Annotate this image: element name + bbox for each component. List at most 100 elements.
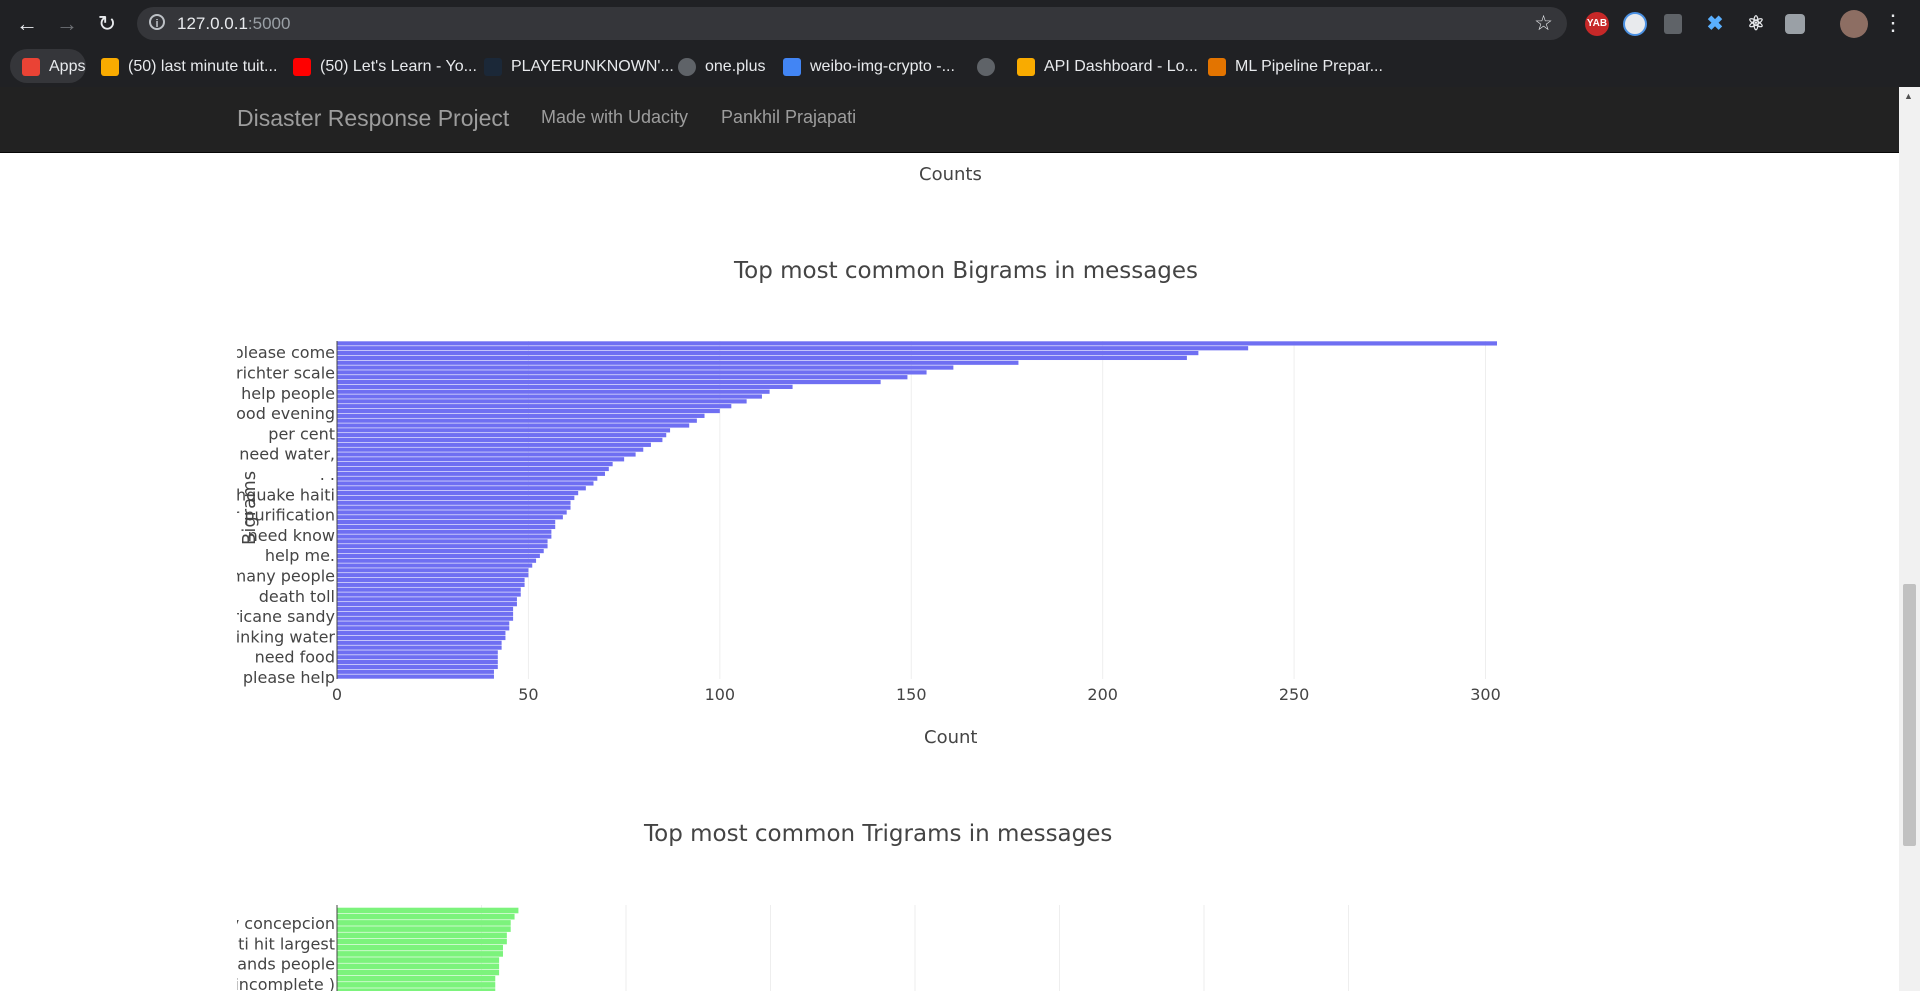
bigram-bar (337, 592, 521, 597)
profile-avatar[interactable] (1840, 10, 1868, 38)
bookmark-favicon-icon (293, 58, 311, 76)
left-clip-mask (0, 900, 237, 991)
bigram-xtick-label: 100 (705, 685, 736, 704)
bigram-bar (337, 355, 1187, 361)
bigram-bar (337, 505, 571, 510)
bigram-bar (337, 433, 667, 438)
bigram-bar (337, 659, 498, 665)
page-scrollbar[interactable]: ▲ (1899, 87, 1920, 991)
reload-icon[interactable]: ↻ (97, 11, 117, 36)
bigram-bar (337, 384, 793, 389)
bigram-bar (337, 539, 548, 544)
bigram-category-label: death toll (259, 587, 335, 606)
bigram-bar (337, 655, 498, 660)
scroll-thumb[interactable] (1903, 584, 1916, 846)
trigram-bar (337, 982, 496, 988)
bigram-bar (337, 370, 927, 375)
bookmark-favicon-icon (977, 58, 995, 76)
bookmark-item[interactable]: weibo-img-crypto -... (783, 53, 955, 81)
bigram-bar (337, 500, 571, 505)
bigram-bar (337, 626, 510, 631)
bookmark-star-icon[interactable]: ☆ (1534, 12, 1553, 35)
gray-extension-icon[interactable] (1785, 14, 1805, 34)
site-navbar: Disaster Response Project Made with Udac… (0, 87, 1899, 153)
bigram-bar (337, 558, 537, 563)
bigram-bar (337, 365, 954, 370)
bigram-category-label: please help (243, 668, 335, 687)
chrome-menu-icon[interactable]: ⋮ (1882, 10, 1904, 35)
bigram-bar (337, 621, 510, 626)
forward-icon[interactable]: → (56, 11, 78, 36)
bookmark-label: one.plus (705, 58, 766, 75)
bookmark-label: API Dashboard - Lo... (1044, 58, 1198, 75)
bigram-bar (337, 548, 544, 554)
bigram-bar (337, 490, 579, 496)
bigram-bar (337, 510, 567, 515)
trigram-bar (337, 913, 515, 920)
bigram-bar (337, 350, 1199, 356)
bigram-bar (337, 631, 506, 636)
yab-extension-icon[interactable]: YAB (1585, 12, 1609, 36)
bigram-bar (337, 418, 697, 423)
bookmark-item[interactable]: one.plus (678, 53, 766, 81)
bigram-bar (337, 476, 598, 481)
bookmark-item[interactable]: PLAYERUNKNOWN'... (484, 53, 674, 81)
bookmark-item[interactable]: API Dashboard - Lo... (1017, 53, 1198, 81)
circle-extension-icon[interactable] (1623, 12, 1647, 36)
scroll-up-icon[interactable]: ▲ (1904, 91, 1913, 101)
bigram-bar (337, 544, 548, 549)
bigram-bar (337, 606, 514, 612)
trigram-bar (337, 932, 507, 939)
bigram-xtick-label: 200 (1087, 685, 1118, 704)
bookmarks-bar: Apps (50) last minute tuit... (50) Let's L… (0, 47, 1920, 87)
bigram-bar (337, 611, 514, 616)
trigram-bar (337, 975, 496, 982)
left-clip-mask (0, 330, 237, 700)
bigram-bar (337, 389, 770, 394)
bigram-bar (337, 408, 720, 414)
bigram-bar (337, 640, 502, 645)
bigram-bar (337, 534, 552, 539)
bigram-bar (337, 674, 494, 679)
bookmark-item[interactable]: ML Pipeline Prepar... (1208, 53, 1383, 81)
bookmark-item[interactable]: (50) last minute tuit... (101, 53, 277, 81)
bookmark-favicon-icon (484, 58, 502, 76)
bigram-bar (337, 529, 552, 534)
bigram-bar (337, 519, 556, 525)
bigram-bar (337, 635, 506, 641)
tools-extension-icon[interactable]: ✖ (1706, 13, 1724, 35)
bookmark-item[interactable]: Apps (22, 53, 85, 81)
bookmark-label: (50) last minute tuit... (128, 58, 278, 75)
bookmark-favicon-icon (22, 58, 40, 76)
bookmark-item[interactable] (977, 53, 1004, 81)
bigram-chart-title: Top most common Bigrams in messages (734, 258, 1199, 284)
react-extension-icon[interactable]: ⚛ (1747, 13, 1765, 35)
bigram-xtick-label: 0 (332, 685, 342, 704)
bookmark-label: PLAYERUNKNOWN'... (511, 58, 674, 75)
nav-link-udacity[interactable]: Made with Udacity (541, 107, 689, 127)
address-bar[interactable]: i 127.0.0.1:5000 ☆ (137, 7, 1567, 40)
info-icon[interactable]: i (149, 14, 165, 30)
bigram-bar (337, 577, 525, 583)
navbar-brand[interactable]: Disaster Response Project (237, 105, 510, 131)
trigram-bar (337, 963, 500, 970)
url-port: :5000 (247, 14, 291, 33)
bigram-bar (337, 341, 1497, 346)
bookmark-favicon-icon (1208, 58, 1226, 76)
bigram-category-label: need food (255, 648, 335, 667)
bookmark-item[interactable]: (50) Let's Learn - Yo... (293, 53, 477, 81)
bigram-bar (337, 466, 609, 472)
bigram-bar (337, 563, 533, 568)
bigram-bar (337, 573, 529, 578)
trigram-bar (337, 907, 519, 914)
trigram-category-label: city concepcion (210, 914, 335, 933)
reader-extension-icon[interactable] (1664, 14, 1682, 34)
bigram-category-label: help me. (265, 546, 335, 565)
bookmark-favicon-icon (1017, 58, 1035, 76)
trigram-category-label: haiti hit largest (214, 934, 335, 953)
bigram-bar (337, 597, 517, 602)
nav-link-author[interactable]: Pankhil Prajapati (721, 107, 857, 127)
bigram-category-label: richter scale (236, 364, 335, 383)
bigram-bar (337, 375, 908, 380)
back-icon[interactable]: ← (16, 11, 38, 36)
